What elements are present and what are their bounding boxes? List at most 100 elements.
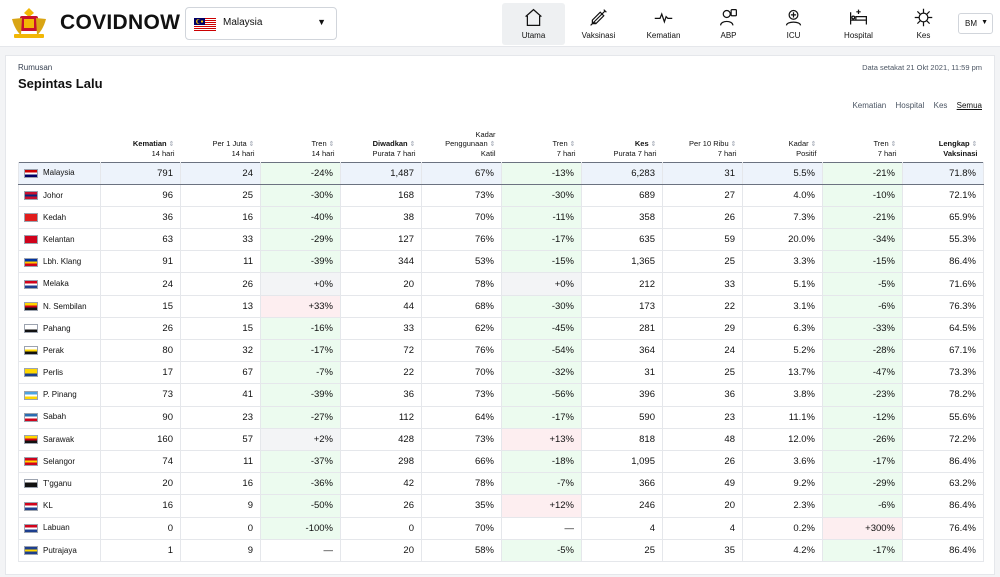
country-select[interactable]: Malaysia ▼ (185, 7, 337, 40)
sort-arrows-icon[interactable]: ⇕ (168, 140, 175, 148)
filter-tab-semua[interactable]: Semua (956, 101, 982, 110)
state-flag-icon (24, 213, 38, 223)
state-name: N. Sembilan (43, 301, 87, 311)
column-header[interactable]: Diwadkan ⇕ Purata 7 hari (341, 128, 422, 162)
sort-arrows-icon[interactable]: ⇕ (730, 140, 737, 148)
table-row: P. Pinang 73 41 -39% 36 73% -56% 396 36 3.8% -23% 7… (18, 383, 984, 407)
value-cell: 281 (581, 316, 663, 341)
state-name: Perak (43, 345, 64, 355)
value-cell: 1,365 (581, 250, 663, 274)
data-as-of-timestamp: Data setakat 21 Okt 2021, 11:59 pm (862, 63, 982, 72)
sort-arrows-icon[interactable]: ⇕ (890, 140, 897, 148)
value-cell: 58% (421, 538, 502, 562)
state-cell: Putrajaya (18, 538, 101, 562)
state-cell: Johor (18, 183, 101, 207)
column-header-label: Per 1 Juta ⇕ (212, 138, 255, 148)
table-row: Putrajaya 1 9—20 58% -5% 25 35 4.2% -17% 86.4% (18, 538, 984, 562)
column-header[interactable]: Lengkap ⇕ Vaksinasi (903, 128, 984, 162)
trend-cell: -21% (822, 161, 903, 185)
trend-cell: -6% (822, 294, 903, 318)
sort-arrows-icon[interactable]: ⇕ (328, 140, 335, 148)
value-cell: 7.3% (742, 205, 823, 230)
sort-arrows-icon[interactable]: ⇕ (650, 140, 657, 148)
column-header-label: 14 hari (151, 148, 175, 158)
value-cell: 74 (100, 449, 181, 474)
value-cell: 20 (340, 272, 422, 296)
state-name: Perlis (43, 368, 64, 378)
column-header-label: Penggunaan ⇕ (445, 138, 496, 148)
value-cell: 67.1% (902, 338, 984, 363)
column-header[interactable]: Kes ⇕ Purata 7 hari (582, 128, 663, 162)
value-cell: 26 (100, 316, 181, 341)
state-name: KL (43, 501, 53, 511)
sort-arrows-icon[interactable]: ⇕ (489, 140, 496, 148)
sort-arrows-icon[interactable]: ⇕ (569, 140, 576, 148)
column-header-label: 7 hari (556, 148, 576, 158)
trend-cell: -15% (501, 250, 582, 274)
column-header[interactable]: Kadar ⇕ Positif (743, 128, 823, 162)
column-header[interactable]: Tren ⇕ 7 hari (502, 128, 582, 162)
trend-cell: -18% (501, 449, 582, 474)
filter-tab-kematian[interactable]: Kematian (852, 101, 887, 110)
state-name: Johor (43, 190, 64, 200)
syringe-icon (590, 9, 607, 26)
nav-tab-kes[interactable]: Kes (892, 3, 955, 45)
sort-arrows-icon[interactable]: ⇕ (971, 140, 978, 148)
value-cell: 5.5% (742, 161, 823, 185)
value-cell: 15 (100, 294, 181, 318)
value-cell: 42 (340, 472, 422, 496)
state-flag-icon (24, 479, 38, 489)
nav-tab-icu[interactable]: ICU (762, 3, 825, 45)
column-header[interactable]: Kematian ⇕ 14 hari (101, 128, 181, 162)
breadcrumb: Rumusan (18, 63, 53, 72)
value-cell: 791 (100, 161, 181, 185)
state-cell: Lbh. Klang (18, 250, 101, 274)
value-cell: 20 (662, 494, 743, 518)
state-cell: KL (18, 494, 101, 518)
state-flag-icon (24, 168, 38, 178)
value-cell: 76.3% (902, 294, 984, 318)
value-cell: 160 (100, 427, 181, 451)
table-row: Perak 80 32 -17% 72 76% -54% 364 24 5.2% -28% 67.1% (18, 338, 984, 363)
value-cell: 23 (180, 405, 261, 429)
nav-tab-kematian[interactable]: Kematian (632, 3, 695, 45)
value-cell: 212 (581, 272, 663, 296)
trend-cell: -47% (822, 361, 903, 385)
trend-cell: -17% (822, 538, 903, 562)
nav-tab-vaksinasi[interactable]: Vaksinasi (567, 3, 630, 45)
nav-tab-label: Kes (916, 31, 931, 40)
column-header[interactable]: Kadar Penggunaan ⇕ Katil (422, 128, 502, 162)
trend-cell: +13% (501, 427, 582, 451)
state-flag-icon (24, 412, 38, 422)
filter-tab-kes[interactable]: Kes (933, 101, 948, 110)
value-cell: 396 (581, 383, 663, 407)
trend-cell: -26% (822, 427, 903, 451)
trend-cell: -39% (260, 383, 341, 407)
value-cell: 6,283 (581, 161, 663, 185)
sort-arrows-icon[interactable]: ⇕ (810, 140, 817, 148)
nav-tab-utama[interactable]: Utama (502, 3, 565, 45)
language-select[interactable]: BM ▼ (958, 13, 993, 34)
value-cell: 76% (421, 228, 502, 252)
sort-arrows-icon[interactable]: ⇕ (248, 140, 255, 148)
column-header[interactable]: Tren ⇕ 14 hari (261, 128, 341, 162)
nav-tab-abp[interactable]: ABP (697, 3, 760, 45)
trend-cell: -15% (822, 250, 903, 274)
state-name: Selangor (43, 456, 76, 466)
app-brand[interactable]: COVIDNOW (60, 11, 181, 34)
table-row: Kedah 36 16 -40% 38 70% -11% 358 26 7.3% -21% 65.9% (18, 205, 984, 230)
column-header[interactable]: Per 10 Ribu ⇕ 7 hari (663, 128, 743, 162)
value-cell: 62% (421, 316, 502, 341)
value-cell: 11 (180, 250, 261, 274)
value-cell: 635 (581, 228, 663, 252)
table-row: Sarawak 160 57 +2% 428 73% +13% 818 48 12.0% -26% 7… (18, 427, 984, 451)
state-cell: Melaka (18, 272, 101, 296)
nav-tab-hospital[interactable]: Hospital (827, 3, 890, 45)
column-header[interactable]: Per 1 Juta ⇕ 14 hari (181, 128, 261, 162)
value-cell: 63.2% (902, 472, 984, 496)
sort-arrows-icon[interactable]: ⇕ (409, 140, 416, 148)
filter-tab-hospital[interactable]: Hospital (895, 101, 925, 110)
trend-cell: -12% (822, 405, 903, 429)
column-header[interactable]: Tren ⇕ 7 hari (823, 128, 903, 162)
column-header-label: Tren ⇕ (311, 138, 335, 148)
